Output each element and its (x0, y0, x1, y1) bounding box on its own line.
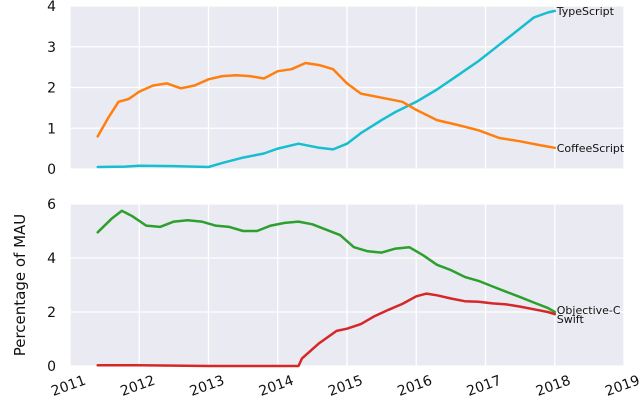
series-line-swift (96, 292, 557, 368)
x-tick-label: 2011 (49, 373, 88, 400)
series-line-coffeescript (96, 61, 557, 150)
y-tick-label: 2 (47, 81, 56, 97)
x-tick-label: 2014 (257, 373, 296, 400)
y-tick-label: 6 (47, 197, 56, 213)
y-tick-label: 0 (47, 359, 56, 375)
x-tick-label: 2015 (326, 373, 365, 400)
x-tick-label: 2013 (188, 373, 227, 400)
series-label-coffeescript: CoffeeScript (557, 142, 625, 155)
y-tick-label: 4 (47, 251, 56, 267)
y-tick-label: 2 (47, 305, 56, 321)
y-tick-label: 4 (47, 0, 56, 15)
y-tick-label: 1 (47, 121, 56, 137)
series-line-typescript (96, 9, 557, 169)
y-axis-label: Percentage of MAU (11, 214, 29, 357)
series-label-swift: Swift (557, 313, 585, 326)
x-tick-label: 2019 (603, 373, 642, 400)
series-line-objective-c (96, 209, 557, 314)
x-tick-label: 2018 (534, 373, 573, 400)
y-tick-label: 0 (47, 162, 56, 178)
x-tick-label: 2017 (465, 373, 504, 400)
y-tick-label: 3 (47, 40, 56, 56)
series-label-objective-c: Objective-C (557, 304, 621, 317)
top-panel: 0 1 2 3 4 TypeScript CoffeeScript (47, 0, 625, 178)
x-tick-label: 2016 (395, 373, 434, 400)
series-label-typescript: TypeScript (556, 5, 615, 18)
x-tick-label: 2012 (118, 373, 157, 400)
